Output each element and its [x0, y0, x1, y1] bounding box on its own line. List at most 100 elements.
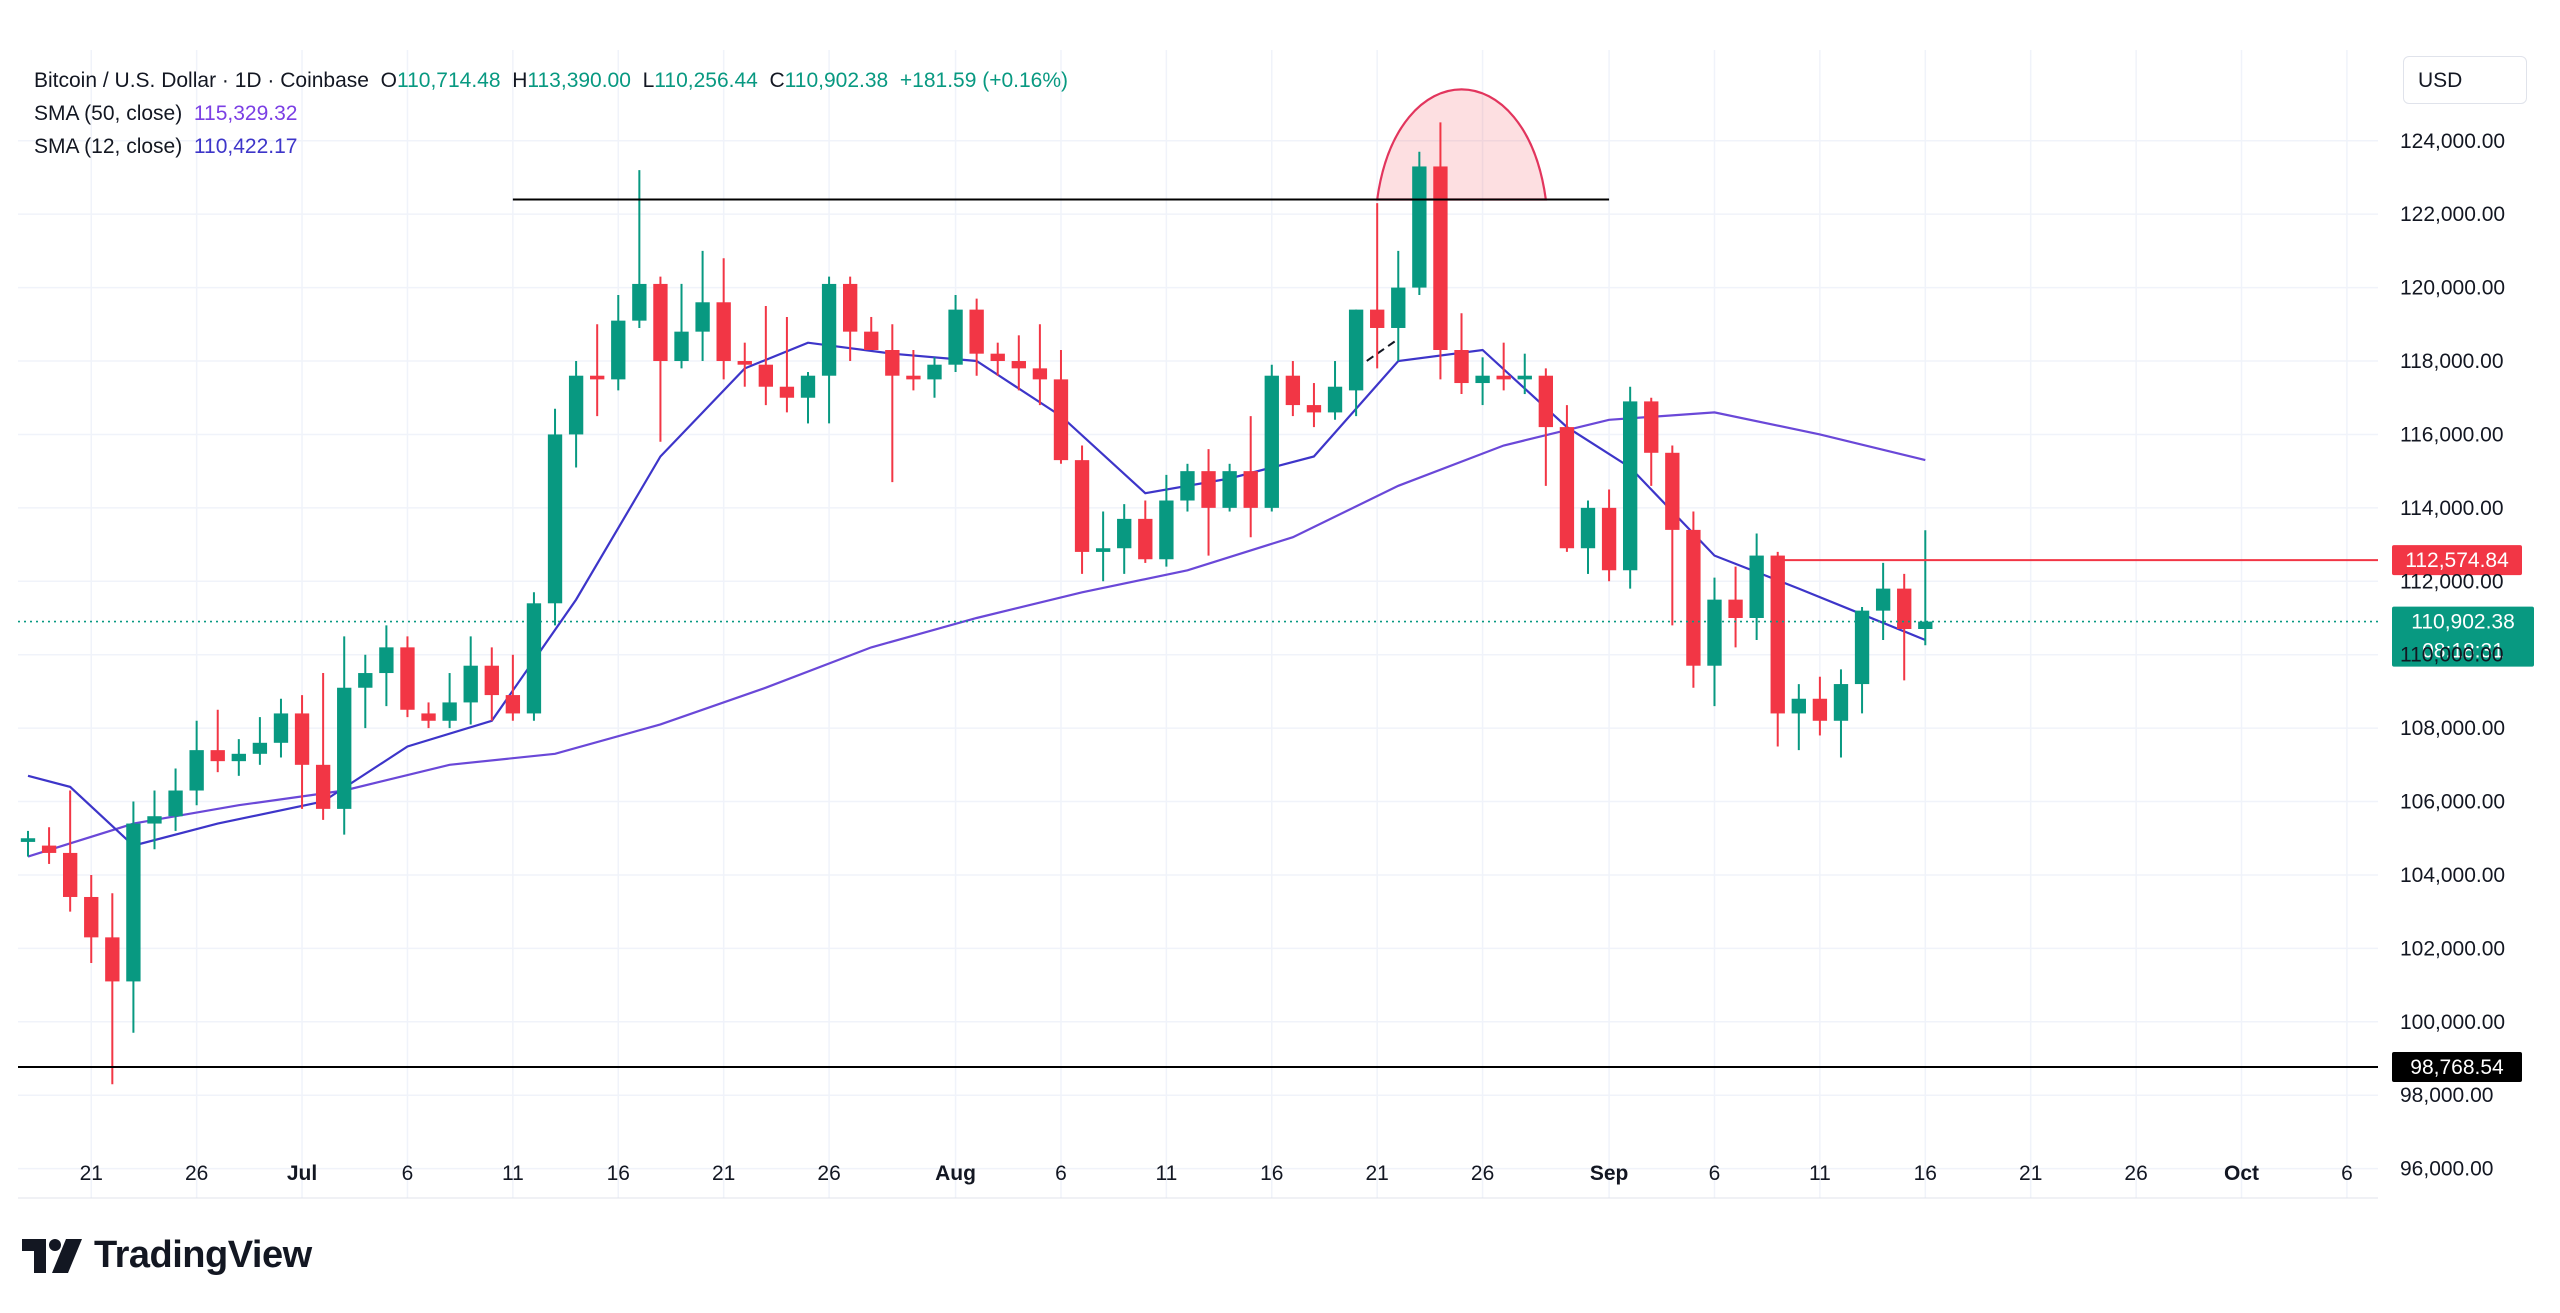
- brand-name: TradingView: [94, 1234, 312, 1276]
- time-tick-label: 16: [1260, 1162, 1283, 1185]
- candle: [105, 893, 120, 1085]
- candle-body: [1875, 588, 1891, 611]
- candle: [1454, 313, 1469, 395]
- annotations: [1355, 88, 1548, 370]
- candle: [1749, 533, 1764, 641]
- candle: [1285, 361, 1301, 417]
- candle: [379, 625, 394, 707]
- candle-body: [1032, 368, 1048, 380]
- time-tick-label: 6: [1055, 1162, 1067, 1185]
- candle: [716, 258, 731, 380]
- candle-body: [1433, 166, 1448, 351]
- candle: [463, 636, 478, 725]
- candle: [1707, 577, 1722, 707]
- candle-body: [400, 647, 415, 710]
- candle-body: [41, 845, 57, 853]
- currency-button[interactable]: USD: [2403, 56, 2527, 104]
- candle-body: [864, 331, 879, 351]
- candle-body: [1622, 401, 1638, 571]
- candle: [400, 636, 415, 718]
- price-tick-label: 120,000.00: [2400, 277, 2505, 300]
- candle-body: [800, 375, 816, 398]
- price-axis[interactable]: 96,000.00 98,000.00 100,000.00 102,000.00 10…: [2400, 130, 2505, 1181]
- candle: [737, 342, 752, 387]
- price-tick-label: 122,000.00: [2400, 203, 2505, 226]
- open-value: 110,714.48: [396, 69, 501, 92]
- price-tick-label: 100,000.00: [2400, 1011, 2505, 1034]
- candle-body: [1412, 166, 1427, 288]
- candle-body: [1686, 529, 1701, 666]
- candle-body: [1327, 386, 1343, 413]
- candle-body: [821, 283, 837, 376]
- candle-body: [1475, 375, 1490, 384]
- candle: [1686, 511, 1701, 688]
- candle: [147, 790, 162, 850]
- time-axis[interactable]: 21 26 Jul 6 11 16 21 26 Aug 6 11 16 21 26 Sep 6 11 16 21 26…: [80, 1162, 2353, 1185]
- candle-body: [1264, 375, 1279, 508]
- candle: [1897, 573, 1912, 681]
- candle: [927, 357, 942, 398]
- candle: [168, 768, 183, 831]
- time-tick-label: Sep: [1590, 1162, 1629, 1185]
- candle: [84, 874, 99, 964]
- sma50-label: SMA (50, close): [34, 102, 183, 125]
- price-tick-label: 106,000.00: [2400, 791, 2505, 814]
- candle: [1138, 500, 1153, 563]
- time-tick-label: 26: [817, 1162, 840, 1185]
- time-tick-label: Aug: [935, 1162, 976, 1185]
- candle-body: [1159, 500, 1174, 560]
- sma12-legend[interactable]: SMA (12, close) 110,422.17: [34, 130, 1068, 163]
- horizontal-lines[interactable]: 112,574.84 98,768.54 110,902.38 08:18:31: [18, 198, 2534, 1082]
- candle: [1327, 361, 1343, 420]
- time-tick-label: 21: [2019, 1162, 2042, 1185]
- support-price-label: 98,768.54: [2410, 1056, 2504, 1079]
- candle-body: [1496, 375, 1511, 380]
- candle-body: [1833, 684, 1849, 721]
- candle-body: [231, 753, 246, 762]
- time-tick-label: 26: [2124, 1162, 2147, 1185]
- candle: [1475, 357, 1490, 406]
- candle: [1348, 309, 1364, 417]
- candle-body: [442, 702, 457, 721]
- candle-body: [1665, 452, 1680, 530]
- candles: [20, 122, 1933, 1085]
- candle-body: [337, 687, 352, 809]
- price-tick-label: 112,000.00: [2400, 570, 2504, 593]
- candle: [1201, 449, 1216, 556]
- candle-body: [505, 695, 521, 714]
- candle: [1074, 445, 1090, 574]
- candle: [126, 801, 141, 1033]
- candle: [653, 276, 668, 442]
- candle-body: [1243, 471, 1258, 508]
- legend: Bitcoin / U.S. Dollar · 1D · Coinbase O1…: [34, 64, 1068, 163]
- candle: [821, 276, 837, 424]
- candle-body: [969, 309, 984, 354]
- time-tick-label: 11: [502, 1162, 524, 1185]
- candle-body: [421, 713, 436, 721]
- tradingview-logo[interactable]: TradingView: [22, 1234, 312, 1277]
- candle: [1095, 511, 1111, 582]
- sma50-legend[interactable]: SMA (50, close) 115,329.32: [34, 97, 1068, 130]
- candle-body: [1095, 548, 1111, 552]
- candle-body: [1074, 460, 1090, 552]
- candle: [864, 316, 879, 351]
- candle: [1728, 566, 1743, 648]
- ohlc-row: Bitcoin / U.S. Dollar · 1D · Coinbase O1…: [34, 64, 1068, 97]
- change-value: +181.59 (+0.16%): [899, 69, 1069, 92]
- candle: [1180, 463, 1195, 512]
- candle-body: [1580, 507, 1596, 549]
- candle-body: [547, 434, 563, 604]
- candle: [252, 717, 268, 765]
- price-tick-label: 124,000.00: [2400, 130, 2505, 153]
- candle: [611, 294, 626, 391]
- tradingview-logo-icon: [22, 1238, 82, 1273]
- high-value: 113,390.00: [527, 69, 631, 92]
- symbol-title[interactable]: Bitcoin / U.S. Dollar · 1D · Coinbase: [34, 69, 369, 92]
- candle: [1011, 335, 1026, 391]
- candle: [1918, 530, 1933, 646]
- price-tick-label: 110,000.00: [2400, 644, 2504, 667]
- price-tick-label: 116,000.00: [2400, 423, 2504, 446]
- candle-body: [1053, 379, 1069, 461]
- candle-body: [252, 742, 268, 754]
